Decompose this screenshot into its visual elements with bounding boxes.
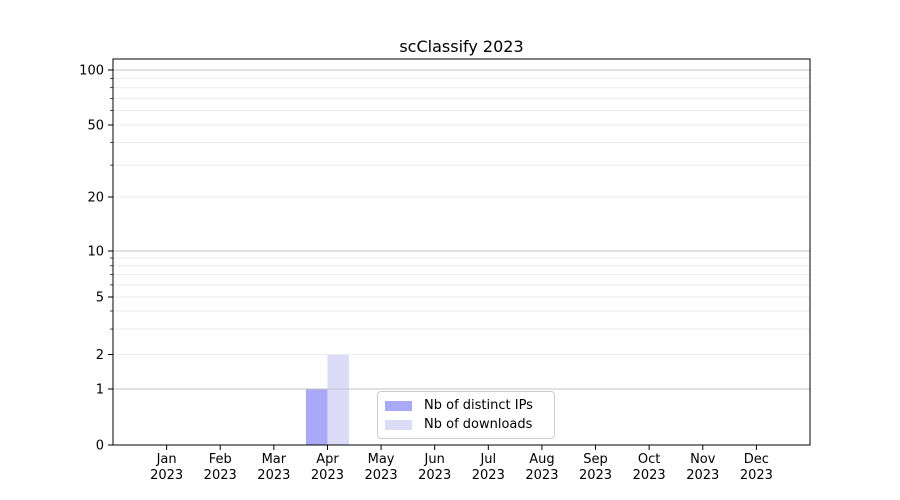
plot-border bbox=[112, 58, 811, 446]
legend-item-distinct-ips: Nb of distinct IPs bbox=[385, 398, 546, 413]
x-tick-label-year-may: 2023 bbox=[365, 468, 398, 483]
chart-legend: Nb of distinct IPs Nb of downloads bbox=[377, 391, 555, 439]
x-tick-label-month-jul: Jul bbox=[479, 452, 496, 467]
x-tick-label-year-dec: 2023 bbox=[740, 468, 773, 483]
y-tick-label-2: 2 bbox=[96, 348, 104, 363]
bar-nb-of-distinct-ips-apr-2023 bbox=[305, 389, 328, 445]
x-tick-label-month-oct: Oct bbox=[638, 452, 660, 467]
x-tick-label-month-feb: Feb bbox=[209, 452, 232, 467]
chart-title: scClassify 2023 bbox=[399, 37, 524, 56]
y-tick-label-50: 50 bbox=[87, 119, 104, 134]
bar-nb-of-downloads-apr-2023 bbox=[327, 354, 349, 445]
x-tick-label-year-jan: 2023 bbox=[150, 468, 183, 483]
x-tick-label-year-mar: 2023 bbox=[257, 468, 290, 483]
y-tick-label-10: 10 bbox=[87, 245, 104, 260]
y-tick-label-1: 1 bbox=[96, 383, 104, 398]
x-tick-label-year-feb: 2023 bbox=[204, 468, 237, 483]
x-tick-label-year-nov: 2023 bbox=[686, 468, 719, 483]
y-tick-label-20: 20 bbox=[87, 191, 104, 206]
x-tick-label-year-sep: 2023 bbox=[579, 468, 612, 483]
x-tick-label-year-oct: 2023 bbox=[633, 468, 666, 483]
x-tick-label-year-jun: 2023 bbox=[418, 468, 451, 483]
x-tick-label-year-jul: 2023 bbox=[472, 468, 505, 483]
x-tick-label-month-dec: Dec bbox=[744, 452, 769, 467]
x-tick-label-month-apr: Apr bbox=[316, 452, 339, 467]
x-tick-label-month-aug: Aug bbox=[529, 452, 554, 467]
legend-label-downloads: Nb of downloads bbox=[424, 417, 533, 432]
legend-swatch-distinct-ips bbox=[385, 400, 412, 411]
y-tick-label-5: 5 bbox=[96, 291, 104, 306]
legend-item-downloads: Nb of downloads bbox=[385, 417, 546, 432]
x-tick-label-month-jun: Jun bbox=[424, 452, 445, 467]
y-tick-label-100: 100 bbox=[79, 64, 104, 79]
x-tick-label-month-nov: Nov bbox=[690, 452, 716, 467]
x-tick-label-month-may: May bbox=[368, 452, 395, 467]
x-tick-label-month-jan: Jan bbox=[156, 452, 177, 467]
legend-swatch-downloads bbox=[385, 419, 412, 430]
legend-label-distinct-ips: Nb of distinct IPs bbox=[424, 398, 533, 413]
x-tick-label-year-apr: 2023 bbox=[311, 468, 344, 483]
x-tick-label-year-aug: 2023 bbox=[525, 468, 558, 483]
x-tick-label-month-sep: Sep bbox=[583, 452, 608, 467]
x-tick-label-month-mar: Mar bbox=[262, 452, 287, 467]
y-tick-label-0: 0 bbox=[96, 439, 104, 454]
